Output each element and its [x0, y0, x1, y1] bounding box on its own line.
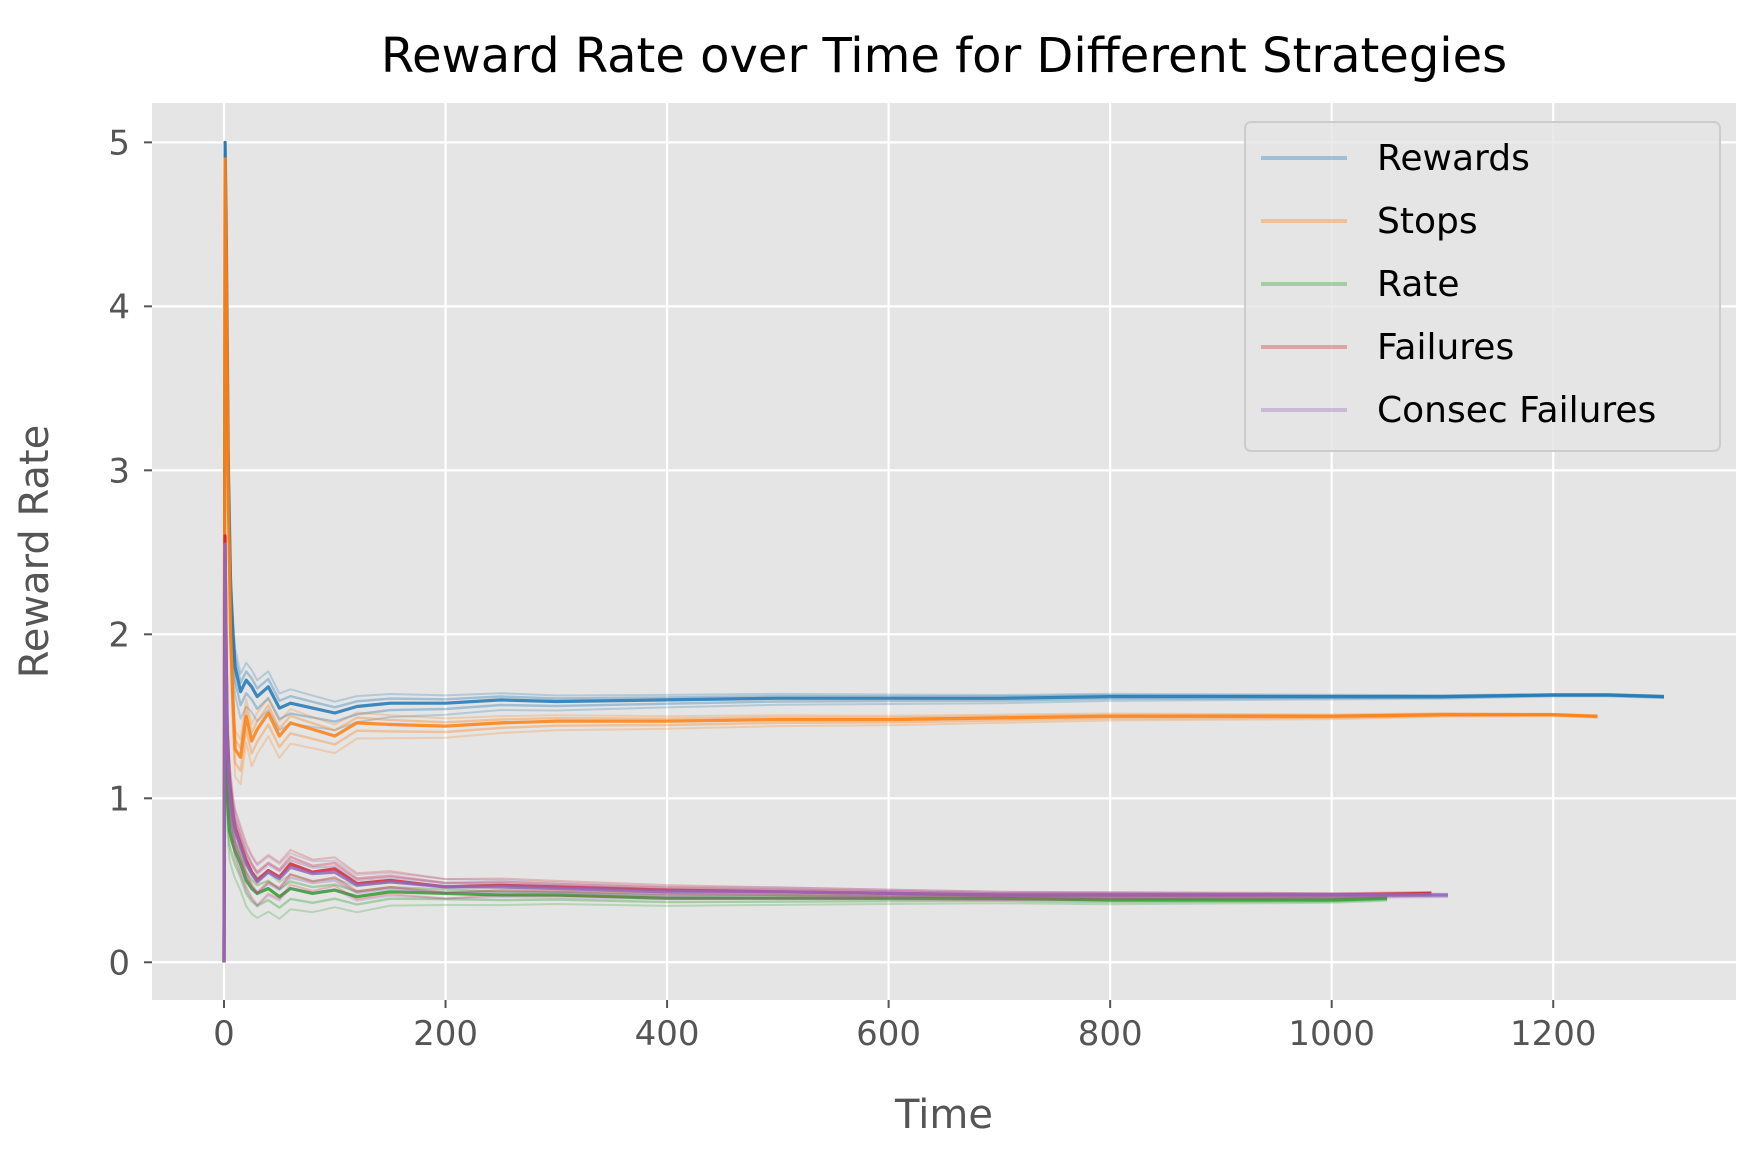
- x-tick-label: 1200: [1510, 1014, 1597, 1054]
- series-layer: [222, 140, 1665, 963]
- y-tick-label: 4: [108, 287, 130, 327]
- series-line: [222, 141, 1665, 963]
- series-line: [222, 534, 1432, 963]
- chart-title: Reward Rate over Time for Different Stra…: [381, 28, 1507, 84]
- series-line: [222, 542, 1449, 963]
- legend-item: Failures: [1261, 327, 1514, 368]
- x-tick-label: 600: [856, 1014, 921, 1054]
- series-line: [223, 534, 1432, 963]
- x-tick-label: 0: [213, 1014, 235, 1054]
- y-tick-label: 2: [108, 615, 130, 655]
- legend-item: Stops: [1261, 201, 1478, 242]
- x-tick-label: 200: [413, 1014, 478, 1054]
- series-stops: [222, 157, 1598, 963]
- legend-label: Consec Failures: [1377, 390, 1656, 431]
- y-tick-label: 5: [108, 123, 130, 163]
- y-tick-label: 0: [108, 943, 130, 983]
- series-line: [223, 543, 1449, 963]
- legend: Rewards Stops Rate Failures Consec Failures: [1244, 121, 1721, 452]
- series-line: [222, 542, 1449, 963]
- series-rate: [222, 567, 1388, 963]
- series-line: [222, 157, 1598, 963]
- series-line: [223, 157, 1598, 963]
- legend-label: Failures: [1377, 327, 1514, 368]
- series-line: [223, 534, 1432, 963]
- series-line: [223, 567, 1388, 963]
- series-line: [222, 140, 1665, 963]
- tick-layer: 0 200 400 600 800 1000 1200 0 1 2 3 4 5: [108, 123, 1596, 1054]
- series-line: [222, 141, 1665, 963]
- x-tick-label: 1000: [1288, 1014, 1375, 1054]
- series-line: [222, 567, 1388, 963]
- legend-frame: [1244, 121, 1721, 452]
- x-axis-label: Time: [894, 1092, 993, 1138]
- y-tick-label: 1: [108, 779, 130, 819]
- y-axis-label: Reward Rate: [12, 425, 58, 678]
- y-tick-label: 3: [108, 451, 130, 491]
- legend-item: Rewards: [1261, 138, 1530, 179]
- series-line: [222, 157, 1598, 963]
- legend-item: Consec Failures: [1261, 390, 1656, 431]
- series-line: [222, 567, 1388, 963]
- series-consec-failures: [222, 542, 1449, 963]
- series-line: [222, 157, 1598, 963]
- series-line: [223, 543, 1449, 963]
- series-line: [223, 157, 1598, 963]
- series-line: [222, 567, 1388, 963]
- x-tick-label: 400: [635, 1014, 700, 1054]
- legend-label: Stops: [1377, 201, 1478, 242]
- legend-item: Rate: [1261, 264, 1460, 305]
- legend-label: Rewards: [1377, 138, 1530, 179]
- series-line: [223, 141, 1665, 963]
- legend-label: Rate: [1377, 264, 1460, 305]
- series-line: [222, 542, 1448, 963]
- x-tick-label: 800: [1078, 1014, 1143, 1054]
